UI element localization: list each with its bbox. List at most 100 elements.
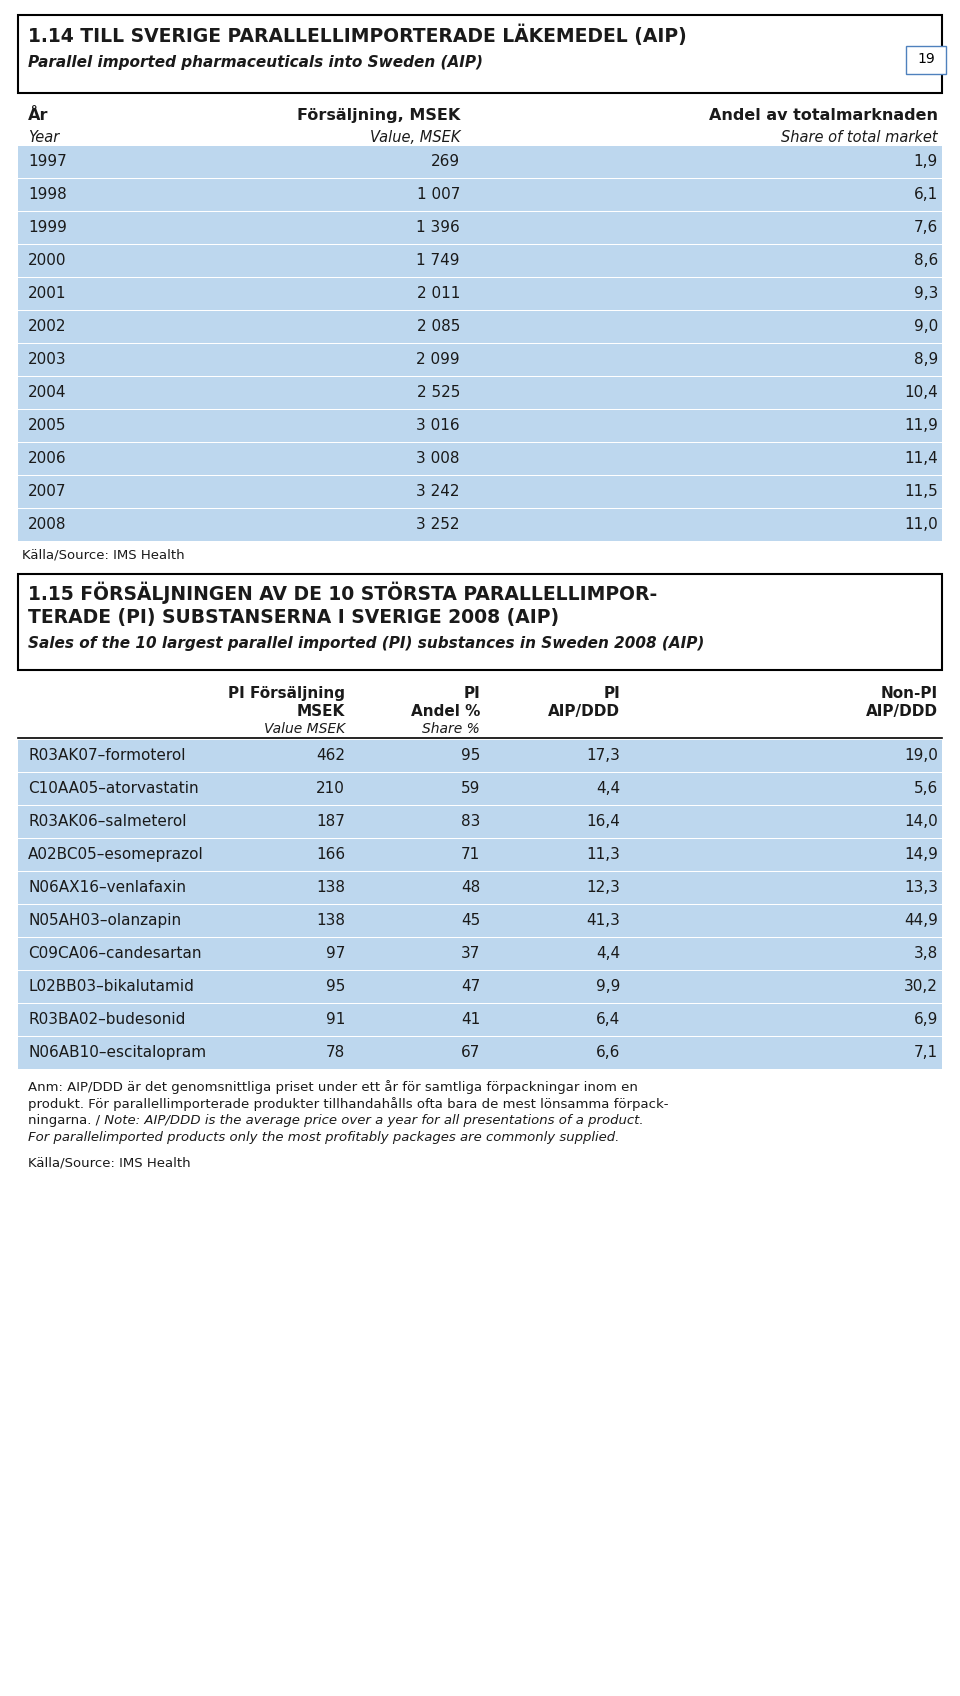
Bar [18,906,942,936]
Text: 2004: 2004 [28,385,66,400]
Text: 11,0: 11,0 [904,517,938,533]
Text: 2006: 2006 [28,451,66,466]
Text: Andel av totalmarknaden: Andel av totalmarknaden [709,109,938,124]
Text: produkt. För parallellimporterade produkter tillhandahålls ofta bara de mest lön: produkt. För parallellimporterade produk… [28,1097,668,1111]
Bar [18,773,942,806]
Text: 1.15 FÖRSÄLJNINGEN AV DE 10 STÖRSTA PARALLELLIMPOR-: 1.15 FÖRSÄLJNINGEN AV DE 10 STÖRSTA PARA… [28,582,658,604]
Text: 83: 83 [461,814,480,829]
Text: 14,0: 14,0 [904,814,938,829]
Text: 9,0: 9,0 [914,319,938,334]
Text: 2008: 2008 [28,517,66,533]
Text: 3 008: 3 008 [417,451,460,466]
Text: MSEK: MSEK [297,704,345,719]
Bar [18,212,942,244]
Text: 4,4: 4,4 [596,946,620,962]
Text: AIP/DDD: AIP/DDD [866,704,938,719]
Text: PI Försäljning: PI Försäljning [228,685,345,700]
Text: 11,3: 11,3 [587,846,620,862]
Text: N06AX16–venlafaxin: N06AX16–venlafaxin [28,880,186,895]
Text: 3 242: 3 242 [417,483,460,499]
Text: År: År [28,109,49,124]
Text: 59: 59 [461,780,480,795]
Text: 6,4: 6,4 [596,1013,620,1028]
Text: 48: 48 [461,880,480,895]
Bar [18,244,942,276]
Text: 2005: 2005 [28,417,66,432]
Text: 269: 269 [431,154,460,170]
Text: 12,3: 12,3 [587,880,620,895]
Text: 30,2: 30,2 [904,979,938,994]
Bar [18,180,942,210]
Text: 2 099: 2 099 [417,353,460,366]
Text: 14,9: 14,9 [904,846,938,862]
Text: 11,5: 11,5 [904,483,938,499]
Text: 1997: 1997 [28,154,67,170]
Text: 8,6: 8,6 [914,253,938,268]
Text: Anm: AIP/DDD är det genomsnittliga priset under ett år för samtliga förpackninga: Anm: AIP/DDD är det genomsnittliga prise… [28,1080,637,1094]
Text: 9,3: 9,3 [914,287,938,300]
Text: 41,3: 41,3 [587,912,620,928]
Text: 7,6: 7,6 [914,220,938,236]
Bar [18,278,942,310]
Text: 17,3: 17,3 [587,748,620,763]
Text: Note: AIP/DDD is the average price over a year for all presentations of a produc: Note: AIP/DDD is the average price over … [100,1114,643,1128]
Text: 8,9: 8,9 [914,353,938,366]
Text: PI: PI [464,685,480,700]
Text: 3,8: 3,8 [914,946,938,962]
Text: 91: 91 [325,1013,345,1028]
Text: 2 011: 2 011 [417,287,460,300]
Text: 1.14 TILL SVERIGE PARALLELLIMPORTERADE LÄKEMEDEL (AIP): 1.14 TILL SVERIGE PARALLELLIMPORTERADE L… [28,25,686,46]
Text: 16,4: 16,4 [587,814,620,829]
Text: 97: 97 [325,946,345,962]
Text: 138: 138 [316,880,345,895]
Text: 6,6: 6,6 [595,1045,620,1060]
Text: Försäljning, MSEK: Försäljning, MSEK [297,109,460,124]
Text: Källa/Source: IMS Health: Källa/Source: IMS Health [22,548,184,561]
Bar [18,938,942,970]
Text: 19: 19 [917,53,935,66]
Text: 3 016: 3 016 [417,417,460,432]
Text: R03AK06–salmeterol: R03AK06–salmeterol [28,814,186,829]
Bar [18,806,942,838]
Text: 95: 95 [325,979,345,994]
Text: 1 749: 1 749 [417,253,460,268]
Text: 138: 138 [316,912,345,928]
Bar [18,146,942,178]
Text: PI: PI [603,685,620,700]
Text: 1999: 1999 [28,220,67,236]
Text: 462: 462 [316,748,345,763]
Text: Value MSEK: Value MSEK [264,722,345,736]
Text: L02BB03–bikalutamid: L02BB03–bikalutamid [28,979,194,994]
Text: AIP/DDD: AIP/DDD [548,704,620,719]
Text: 41: 41 [461,1013,480,1028]
Text: N05AH03–olanzapin: N05AH03–olanzapin [28,912,181,928]
Bar [906,46,946,75]
Text: Share of total market: Share of total market [781,131,938,144]
Text: 9,9: 9,9 [595,979,620,994]
Text: 2002: 2002 [28,319,66,334]
Text: Non-PI: Non-PI [881,685,938,700]
Bar [18,377,942,409]
Text: 1998: 1998 [28,187,67,202]
Bar [18,443,942,475]
Bar [18,410,942,443]
Text: 71: 71 [461,846,480,862]
Text: R03AK07–formoterol: R03AK07–formoterol [28,748,185,763]
Text: 166: 166 [316,846,345,862]
Text: 37: 37 [461,946,480,962]
Bar [18,477,942,509]
Text: 10,4: 10,4 [904,385,938,400]
Text: 44,9: 44,9 [904,912,938,928]
Bar [18,509,942,541]
Text: 2003: 2003 [28,353,66,366]
Text: 6,1: 6,1 [914,187,938,202]
Text: 2007: 2007 [28,483,66,499]
Bar [18,1004,942,1036]
Text: Andel %: Andel % [411,704,480,719]
Text: 11,4: 11,4 [904,451,938,466]
Text: A02BC05–esomeprazol: A02BC05–esomeprazol [28,846,204,862]
Bar [18,840,942,872]
Text: 47: 47 [461,979,480,994]
Text: 2 525: 2 525 [417,385,460,400]
Text: 2 085: 2 085 [417,319,460,334]
